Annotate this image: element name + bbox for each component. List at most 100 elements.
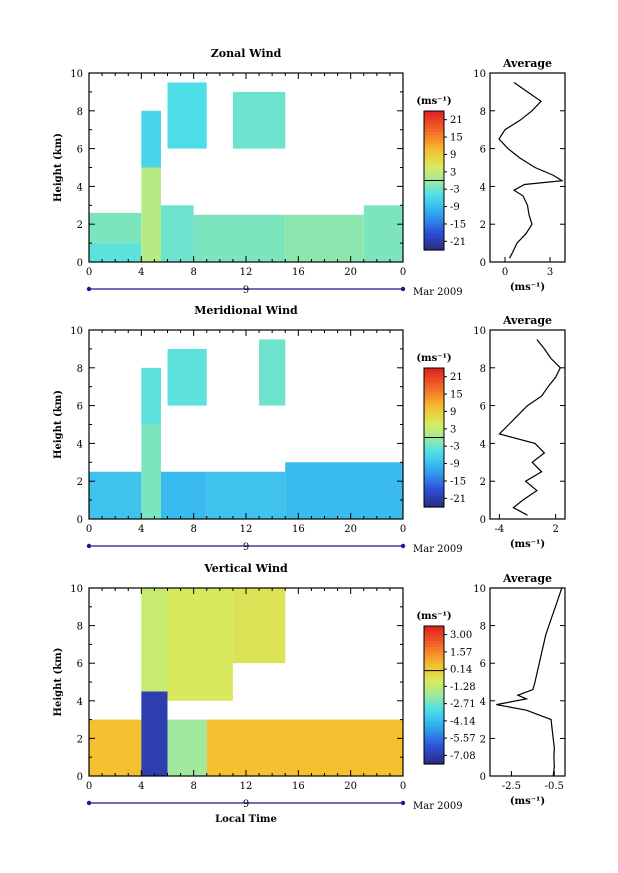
colorbar-tick-label: -15 bbox=[450, 219, 466, 230]
colorbar-segment bbox=[424, 166, 444, 170]
colorbar-segment bbox=[424, 718, 444, 722]
colorbar-segment bbox=[424, 498, 444, 502]
y-tick-label: 6 bbox=[77, 402, 83, 413]
colorbar-segment bbox=[424, 391, 444, 395]
date-bar-end-marker bbox=[400, 543, 406, 549]
y-tick-label: 0 bbox=[77, 772, 83, 783]
colorbar-segment bbox=[424, 405, 444, 410]
colorbar-segment bbox=[424, 463, 444, 468]
panel-title: Meridional Wind bbox=[194, 304, 298, 317]
average-profile: Average 0 2 4 6 8 10 -4 2 (ms⁻¹) bbox=[473, 314, 566, 550]
colorbar-segment bbox=[424, 626, 444, 630]
colorbar-segment bbox=[424, 735, 444, 739]
colorbar-segment bbox=[424, 145, 444, 150]
colorbar-segment bbox=[424, 672, 444, 676]
colorbar-tick-label: 15 bbox=[450, 133, 463, 144]
colorbar-segment bbox=[424, 431, 444, 436]
colorbar-segment bbox=[424, 148, 444, 153]
colorbar-segment bbox=[424, 411, 444, 415]
colorbar-segment bbox=[424, 151, 444, 156]
colorbar-segment bbox=[424, 657, 444, 662]
colorbar-tick-label: 21 bbox=[450, 372, 463, 383]
colorbar-segment bbox=[424, 168, 444, 173]
colorbar-segment bbox=[424, 495, 444, 499]
y-tick-label: 4 bbox=[77, 182, 83, 193]
colorbar-segment bbox=[424, 396, 444, 401]
x-tick-label: 4 bbox=[138, 781, 144, 792]
y-tick-label: 2 bbox=[77, 734, 83, 745]
colorbar-segment bbox=[424, 651, 444, 656]
colorbar-tick-label: -9 bbox=[450, 202, 460, 213]
average-unit-label: (ms⁻¹) bbox=[510, 796, 545, 807]
x-tick-label: 0 bbox=[400, 781, 406, 792]
colorbar-tick-label: -15 bbox=[450, 476, 466, 487]
colorbar-segment bbox=[424, 206, 444, 211]
average-y-tick-label: 4 bbox=[480, 697, 486, 708]
colorbar-segment bbox=[424, 139, 444, 144]
colorbar-segment bbox=[424, 703, 444, 708]
date-bar-end-marker bbox=[400, 800, 406, 806]
colorbar-segment bbox=[424, 385, 444, 389]
x-tick-label: 0 bbox=[400, 267, 406, 278]
colorbar-segment bbox=[424, 752, 444, 756]
average-x-tick-label: -4 bbox=[495, 524, 505, 535]
heatmap-cell bbox=[141, 588, 168, 692]
colorbar-segment bbox=[424, 475, 444, 479]
average-x-tick-label: 0 bbox=[502, 267, 508, 278]
colorbar-segment bbox=[424, 414, 444, 418]
date-label: Mar 2009 bbox=[413, 287, 463, 298]
colorbar-segment bbox=[424, 674, 444, 679]
heatmap-cell bbox=[167, 719, 207, 776]
average-profile-line bbox=[496, 587, 563, 777]
x-tick-label: 8 bbox=[190, 781, 196, 792]
colorbar-segment bbox=[424, 634, 444, 639]
average-y-tick-label: 2 bbox=[480, 477, 486, 488]
y-tick-label: 8 bbox=[77, 364, 83, 375]
y-axis-label: Height (km) bbox=[53, 648, 64, 717]
heatmap-cell bbox=[160, 205, 194, 262]
colorbar-segment bbox=[424, 157, 444, 161]
panel-title: Vertical Wind bbox=[203, 562, 288, 575]
colorbar-segment bbox=[424, 408, 444, 413]
y-tick-label: 4 bbox=[77, 697, 83, 708]
colorbar-segment bbox=[424, 454, 444, 459]
x-tick-label: 0 bbox=[86, 781, 92, 792]
colorbar-segment bbox=[424, 379, 444, 384]
colorbar: (ms⁻¹) -7.08 -5.57 -4.14 -2.71 -1.28 0.14 1.57 3… bbox=[416, 611, 476, 765]
colorbar-segment bbox=[424, 137, 444, 141]
colorbar-segment bbox=[424, 177, 444, 182]
colorbar-tick-label: 15 bbox=[450, 390, 463, 401]
colorbar-unit: (ms⁻¹) bbox=[416, 353, 451, 364]
average-x-tick-label: -0.5 bbox=[545, 781, 564, 792]
colorbar-segment bbox=[424, 695, 444, 699]
colorbar: (ms⁻¹) -21 -15 -9 -3 3 9 15 21 bbox=[416, 96, 466, 251]
colorbar-segment bbox=[424, 492, 444, 497]
colorbar-tick-label: -3 bbox=[450, 442, 460, 453]
colorbar-segment bbox=[424, 726, 444, 731]
colorbar-segment bbox=[424, 160, 444, 164]
colorbar-segment bbox=[424, 437, 444, 441]
y-tick-label: 6 bbox=[77, 659, 83, 670]
y-tick-label: 10 bbox=[70, 326, 83, 337]
colorbar-segment bbox=[424, 192, 444, 196]
average-y-tick-label: 2 bbox=[480, 734, 486, 745]
date-marker: 9 bbox=[243, 799, 249, 810]
colorbar-segment bbox=[424, 746, 444, 751]
colorbar-segment bbox=[424, 189, 444, 193]
colorbar-segment bbox=[424, 376, 444, 381]
colorbar-segment bbox=[424, 637, 444, 641]
colorbar-segment bbox=[424, 738, 444, 742]
colorbar-segment bbox=[424, 131, 444, 135]
average-y-tick-label: 10 bbox=[473, 584, 486, 595]
y-tick-label: 2 bbox=[77, 220, 83, 231]
colorbar-segment bbox=[424, 382, 444, 386]
colorbar-segment bbox=[424, 229, 444, 234]
average-y-tick-label: 10 bbox=[473, 69, 486, 80]
y-tick-label: 0 bbox=[77, 258, 83, 269]
average-y-tick-label: 10 bbox=[473, 326, 486, 337]
average-y-tick-label: 4 bbox=[480, 182, 486, 193]
colorbar-segment bbox=[424, 706, 444, 710]
colorbar-segment bbox=[424, 749, 444, 754]
